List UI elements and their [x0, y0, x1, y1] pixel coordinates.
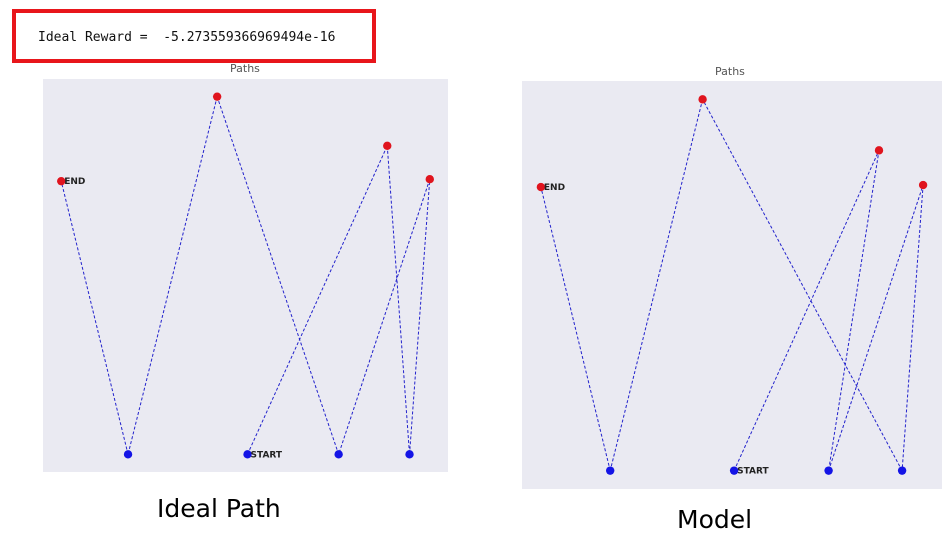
ideal-reward-box: Ideal Reward = -5.273559366969494e-16	[12, 9, 376, 63]
ideal-path-path-segment-F-G	[386, 145, 411, 455]
model-path-segment-H-G	[901, 185, 924, 471]
model-caption: Model	[677, 505, 753, 534]
model-path-segment-D-F	[733, 150, 880, 471]
ideal-path-chart-svg: END START	[57, 92, 434, 460]
ideal-path-plot-title: Paths	[230, 62, 260, 75]
ideal-path-path-segment-C-B	[127, 96, 218, 455]
ideal-path-node-H	[425, 175, 434, 184]
ideal-path-path-segment-D-F	[247, 145, 388, 455]
model-node-label-start: START	[737, 467, 769, 477]
ideal-reward-text: Ideal Reward = -5.273559366969494e-16	[38, 30, 335, 45]
model-path-segment-G-C	[702, 99, 903, 471]
model-path-segment-F-E	[828, 150, 880, 471]
ideal-path-node-B	[123, 450, 133, 459]
model-node-G	[897, 466, 907, 475]
ideal-path-path-segment-B-A	[60, 181, 129, 455]
model-node-D	[729, 466, 739, 475]
model-node-E	[824, 466, 833, 475]
model-node-C	[698, 95, 707, 104]
ideal-path-node-label-start: START	[251, 450, 283, 460]
ideal-reward-value: -5.273559366969494e-16	[163, 30, 336, 45]
ideal-path-node-label-end: END	[64, 177, 85, 187]
model-plot: END START	[522, 81, 942, 489]
ideal-path-node-E	[334, 450, 343, 459]
ideal-path-node-C	[212, 92, 222, 101]
ideal-path-path-segment-H-E	[338, 179, 431, 455]
model-node-H	[918, 180, 928, 190]
ideal-path-plot: END START	[43, 79, 448, 472]
model-node-F	[874, 146, 884, 155]
ideal-path-path-segment-E-C	[216, 96, 340, 455]
model-plot-title: Paths	[715, 65, 745, 78]
model-node-label-end: END	[544, 183, 565, 193]
model-chart-svg: END START	[536, 95, 928, 477]
model-node-A	[536, 182, 546, 192]
model-node-B	[606, 466, 615, 475]
ideal-path-node-A	[57, 176, 66, 186]
model-path-segment-C-B	[609, 99, 704, 471]
model-path-segment-E-H	[828, 184, 924, 471]
ideal-path-caption: Ideal Path	[157, 494, 281, 523]
ideal-path-node-F	[383, 141, 392, 151]
ideal-path-node-G	[405, 450, 414, 459]
model-path-segment-B-A	[540, 186, 611, 471]
ideal-reward-label: Ideal Reward =	[38, 30, 148, 45]
ideal-path-node-D	[243, 450, 252, 459]
ideal-path-path-segment-G-H	[409, 179, 431, 455]
